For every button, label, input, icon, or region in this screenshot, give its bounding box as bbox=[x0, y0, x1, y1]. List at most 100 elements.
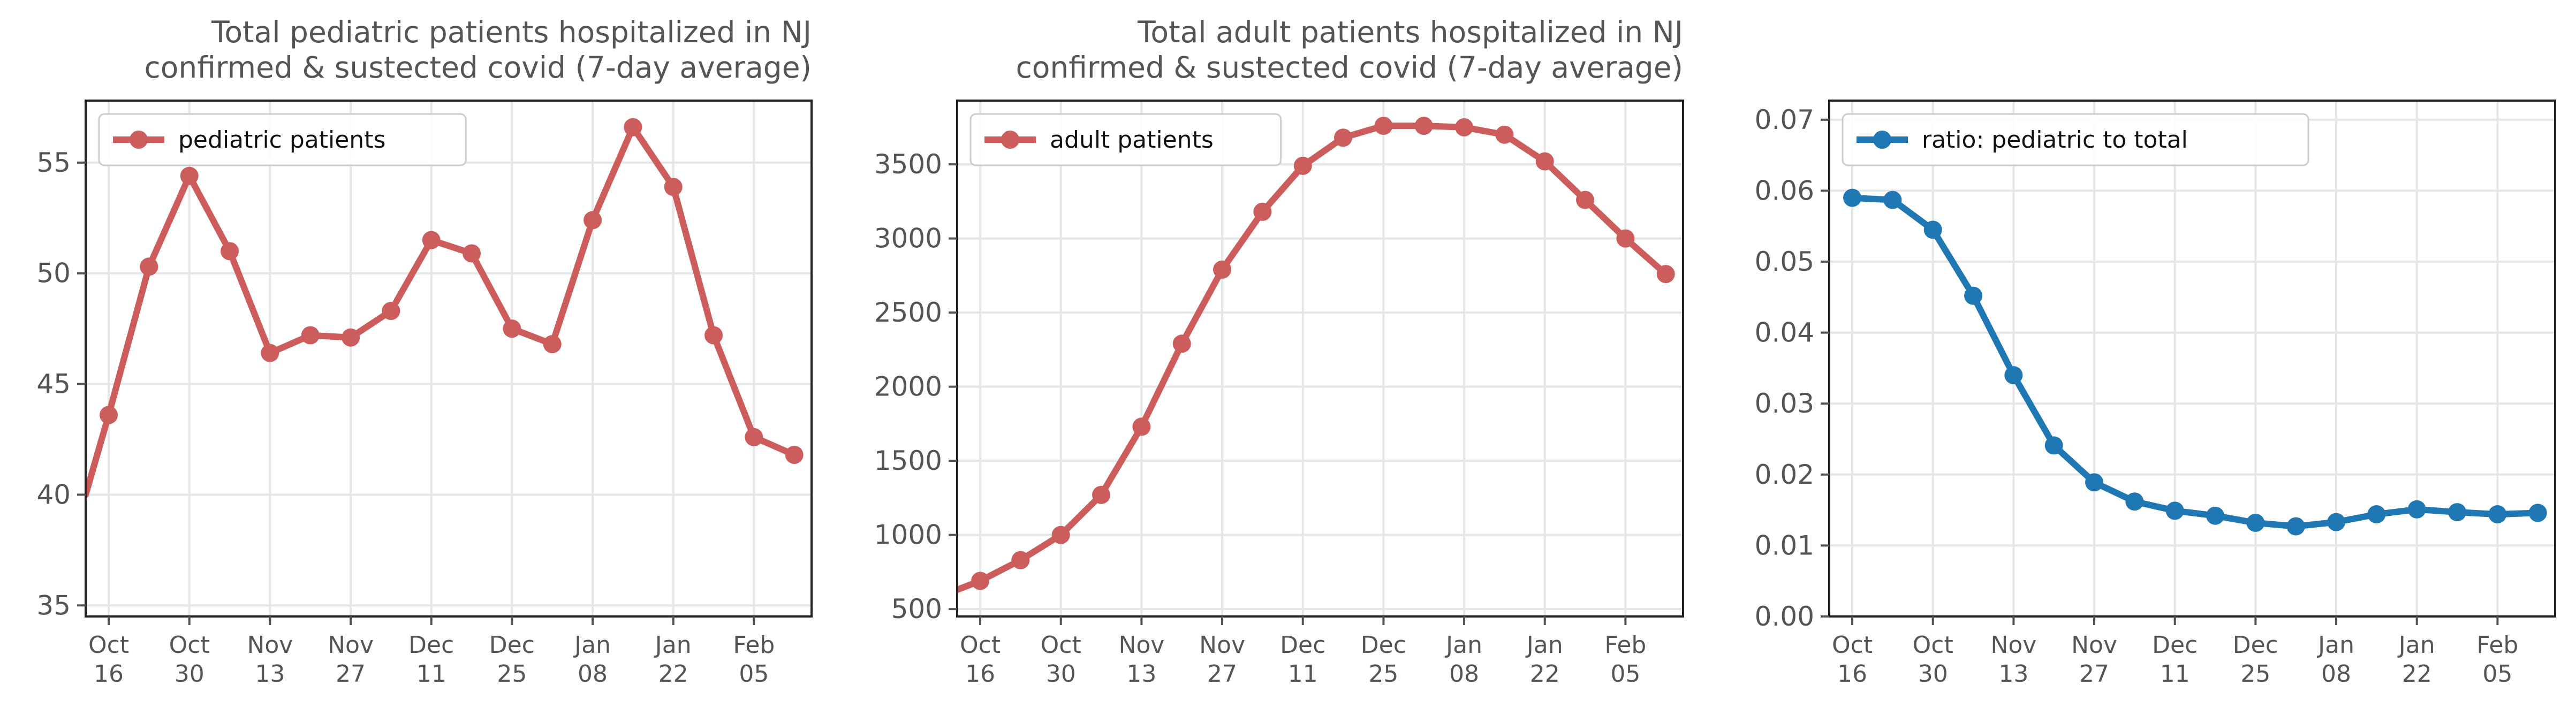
x-tick-label: Jan bbox=[1525, 631, 1563, 659]
legend-marker-swatch bbox=[1873, 131, 1891, 149]
data-point bbox=[2206, 506, 2225, 525]
x-tick-label: 11 bbox=[416, 660, 446, 688]
data-point bbox=[2528, 504, 2547, 522]
data-point bbox=[1535, 152, 1554, 171]
data-point bbox=[422, 231, 441, 249]
x-tick-label: 25 bbox=[2240, 660, 2270, 688]
x-tick-label: Nov bbox=[328, 631, 374, 659]
x-tick-label: 05 bbox=[1610, 660, 1640, 688]
x-tick-label: 11 bbox=[2160, 660, 2190, 688]
y-tick-label: 0.04 bbox=[1755, 317, 1814, 348]
y-tick-label: 0.01 bbox=[1755, 530, 1814, 561]
data-point bbox=[1011, 551, 1030, 569]
data-point bbox=[2448, 503, 2467, 522]
data-point bbox=[180, 166, 199, 185]
y-tick-label: 1500 bbox=[874, 445, 942, 476]
x-tick-label: 08 bbox=[2321, 660, 2351, 688]
x-tick-label: Oct bbox=[1913, 631, 1953, 659]
x-tick-label: Oct bbox=[169, 631, 210, 659]
y-tick-label: 0.05 bbox=[1755, 246, 1814, 277]
x-tick-label: Jan bbox=[1444, 631, 1482, 659]
data-point bbox=[1455, 118, 1474, 136]
x-tick-label: Feb bbox=[733, 631, 775, 659]
y-tick-label: 0.00 bbox=[1755, 601, 1814, 632]
y-tick-label: 2000 bbox=[874, 371, 942, 402]
y-tick-label: 1000 bbox=[874, 520, 942, 551]
data-point bbox=[1334, 128, 1353, 147]
x-tick-label: Nov bbox=[1118, 631, 1164, 659]
legend-marker-swatch bbox=[130, 131, 148, 149]
x-tick-label: 16 bbox=[94, 660, 124, 688]
data-point bbox=[2246, 513, 2265, 532]
data-point bbox=[1293, 156, 1312, 175]
x-tick-label: 08 bbox=[1449, 660, 1479, 688]
data-point bbox=[971, 572, 990, 590]
y-tick-label: 55 bbox=[36, 147, 71, 178]
y-tick-label: 3000 bbox=[874, 223, 942, 254]
data-point bbox=[342, 328, 360, 347]
x-tick-label: Dec bbox=[2152, 631, 2198, 659]
x-tick-label: Jan bbox=[2316, 631, 2354, 659]
x-tick-label: 08 bbox=[578, 660, 608, 688]
x-tick-label: Dec bbox=[408, 631, 454, 659]
legend-label: pediatric patients bbox=[178, 126, 385, 154]
data-point bbox=[1374, 117, 1393, 135]
data-point bbox=[140, 257, 158, 276]
legend-box bbox=[1842, 113, 2309, 166]
data-point bbox=[1253, 202, 1272, 221]
x-tick-label: 27 bbox=[336, 660, 366, 688]
x-tick-label: 30 bbox=[1918, 660, 1948, 688]
legend-label: ratio: pediatric to total bbox=[1922, 126, 2188, 154]
x-tick-label: Jan bbox=[654, 631, 692, 659]
x-tick-label: 25 bbox=[1368, 660, 1398, 688]
data-point bbox=[2407, 500, 2426, 519]
plot-area bbox=[1843, 188, 2547, 536]
x-tick-label: Nov bbox=[2071, 631, 2117, 659]
data-point bbox=[1883, 191, 1902, 209]
data-point bbox=[1172, 334, 1191, 353]
x-tick-label: 22 bbox=[658, 660, 688, 688]
data-point bbox=[543, 335, 562, 354]
y-tick-label: 40 bbox=[36, 479, 71, 510]
x-tick-label: 30 bbox=[175, 660, 204, 688]
data-point bbox=[785, 445, 804, 464]
data-point bbox=[2165, 501, 2184, 520]
chart-title: Total adult patients hospitalized in NJ bbox=[1137, 15, 1683, 49]
x-tick-label: 13 bbox=[255, 660, 285, 688]
data-point bbox=[2044, 436, 2063, 455]
data-point bbox=[2367, 505, 2386, 524]
x-tick-label: 05 bbox=[2482, 660, 2512, 688]
x-tick-label: Oct bbox=[1041, 631, 1081, 659]
x-tick-label: 22 bbox=[1530, 660, 1560, 688]
y-tick-label: 0.06 bbox=[1755, 175, 1814, 206]
x-tick-label: Feb bbox=[1604, 631, 1646, 659]
axes-frame bbox=[1828, 100, 2556, 618]
x-tick-label: 16 bbox=[965, 660, 995, 688]
x-tick-label: 13 bbox=[1998, 660, 2028, 688]
y-tick-label: 3500 bbox=[874, 149, 942, 180]
data-point bbox=[2327, 513, 2346, 531]
x-tick-label: Jan bbox=[2397, 631, 2435, 659]
x-tick-label: 05 bbox=[739, 660, 769, 688]
data-point bbox=[503, 319, 521, 338]
y-tick-label: 35 bbox=[36, 590, 71, 621]
chart-title: Total pediatric patients hospitalized in… bbox=[211, 15, 812, 49]
legend-box bbox=[98, 113, 467, 166]
x-tick-label: 30 bbox=[1046, 660, 1076, 688]
y-tick-label: 0.02 bbox=[1755, 459, 1814, 490]
y-tick-label: 45 bbox=[36, 369, 71, 400]
data-point bbox=[463, 244, 481, 263]
data-point bbox=[2488, 505, 2507, 524]
data-point bbox=[1843, 188, 1862, 207]
y-tick-label: 0.07 bbox=[1755, 104, 1814, 135]
y-tick-label: 0.03 bbox=[1755, 388, 1814, 419]
data-point bbox=[704, 326, 723, 345]
x-tick-label: 27 bbox=[2079, 660, 2109, 688]
chart1: Oct16Oct30Nov13Nov27Dec11Dec25Jan08Jan22… bbox=[36, 15, 813, 688]
chart-title: confirmed & sustected covid (7-day avera… bbox=[145, 50, 812, 85]
legend-label: adult patients bbox=[1050, 126, 1214, 154]
data-point bbox=[382, 302, 400, 321]
data-point bbox=[1616, 229, 1635, 248]
x-tick-label: Dec bbox=[489, 631, 535, 659]
chart3: Oct16Oct30Nov13Nov27Dec11Dec25Jan08Jan22… bbox=[1755, 100, 2556, 688]
